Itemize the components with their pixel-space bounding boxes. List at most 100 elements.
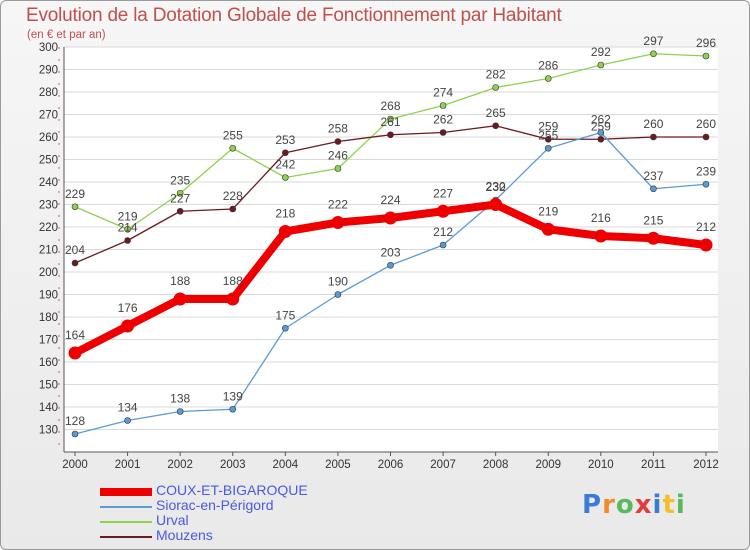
data-label: 222 bbox=[328, 198, 348, 212]
data-label: 134 bbox=[118, 401, 138, 415]
data-point bbox=[646, 231, 660, 245]
data-point bbox=[597, 61, 605, 69]
data-label: 164 bbox=[65, 328, 85, 342]
data-label: 282 bbox=[486, 68, 506, 82]
y-tick-label: 140 bbox=[39, 402, 58, 414]
data-label: 139 bbox=[223, 389, 243, 403]
data-label: 239 bbox=[696, 164, 716, 178]
data-point bbox=[489, 198, 503, 211]
data-point bbox=[176, 408, 184, 415]
data-point bbox=[331, 216, 345, 229]
data-point bbox=[544, 75, 552, 82]
data-label: 262 bbox=[591, 113, 611, 127]
data-point bbox=[334, 138, 342, 145]
data-label: 228 bbox=[223, 189, 243, 203]
data-point bbox=[124, 417, 131, 424]
y-tick-label: 180 bbox=[39, 312, 58, 324]
data-point bbox=[124, 237, 131, 244]
data-label: 297 bbox=[643, 34, 663, 48]
logo-letter: x bbox=[634, 490, 653, 520]
data-label: 235 bbox=[170, 173, 190, 187]
data-point bbox=[436, 204, 450, 218]
data-label: 188 bbox=[223, 274, 243, 288]
legend-label: Siorac-en-Périgord bbox=[156, 497, 274, 513]
data-label: 227 bbox=[433, 186, 453, 200]
data-label: 265 bbox=[486, 106, 506, 120]
data-label: 237 bbox=[643, 169, 663, 183]
data-point bbox=[71, 430, 79, 438]
logo-letter: i bbox=[652, 490, 663, 520]
data-point bbox=[492, 84, 499, 91]
data-label: 246 bbox=[328, 149, 348, 163]
data-label: 296 bbox=[696, 36, 716, 50]
logo-letter: o bbox=[615, 490, 635, 520]
data-point bbox=[439, 241, 447, 249]
logo-letter: P bbox=[582, 490, 603, 520]
data-point bbox=[439, 102, 447, 109]
legend-swatch bbox=[100, 506, 152, 508]
data-label: 259 bbox=[591, 119, 611, 133]
data-label: 224 bbox=[380, 193, 400, 207]
y-tick-label: 130 bbox=[39, 425, 58, 437]
data-point bbox=[282, 174, 289, 181]
data-point bbox=[226, 292, 240, 306]
data-label: 214 bbox=[118, 221, 138, 235]
x-tick-label: 2011 bbox=[641, 459, 666, 471]
data-label: 218 bbox=[275, 207, 295, 221]
data-point bbox=[597, 129, 605, 136]
legend-label: COUX-ET-BIGAROQUE bbox=[156, 482, 308, 498]
data-point bbox=[334, 291, 342, 298]
data-label: 138 bbox=[170, 392, 190, 406]
y-tick-label: 150 bbox=[39, 380, 58, 392]
y-tick-label: 190 bbox=[39, 290, 58, 302]
x-tick-label: 2001 bbox=[115, 459, 141, 471]
y-tick-label: 270 bbox=[39, 110, 58, 122]
data-point bbox=[176, 207, 184, 215]
data-label: 260 bbox=[696, 117, 716, 131]
x-tick-label: 2012 bbox=[693, 459, 719, 471]
data-label: 216 bbox=[591, 211, 611, 225]
data-label: 176 bbox=[118, 301, 138, 315]
legend-swatch bbox=[100, 521, 152, 523]
y-tick-label: 300 bbox=[39, 42, 58, 54]
x-tick-label: 2006 bbox=[378, 459, 404, 471]
data-point bbox=[492, 122, 499, 130]
x-tick-label: 2010 bbox=[588, 459, 614, 471]
data-label: 219 bbox=[538, 204, 558, 218]
data-label: 230 bbox=[486, 180, 506, 194]
data-label: 128 bbox=[65, 414, 85, 428]
data-point bbox=[229, 405, 237, 413]
y-tick-label: 250 bbox=[39, 155, 58, 167]
data-point bbox=[387, 131, 394, 139]
data-label: 259 bbox=[538, 119, 558, 133]
data-point bbox=[597, 135, 605, 143]
y-tick-label: 240 bbox=[39, 177, 58, 189]
data-label: 262 bbox=[433, 113, 453, 127]
legend-label: Mouzens bbox=[156, 527, 213, 543]
data-label: 268 bbox=[380, 99, 400, 113]
x-tick-label: 2005 bbox=[325, 459, 351, 471]
legend-swatch bbox=[100, 536, 152, 538]
data-label: 175 bbox=[275, 308, 295, 322]
data-point bbox=[282, 324, 289, 332]
logo-letter: t bbox=[662, 490, 676, 520]
data-label: 219 bbox=[118, 209, 138, 223]
y-tick-label: 160 bbox=[39, 357, 58, 369]
chart-title: Evolution de la Dotation Globale de Fonc… bbox=[26, 5, 562, 26]
x-tick-label: 2004 bbox=[273, 459, 299, 471]
data-label: 286 bbox=[538, 59, 558, 73]
data-point bbox=[387, 115, 394, 123]
data-label: 212 bbox=[696, 220, 716, 234]
x-tick-label: 2003 bbox=[220, 459, 246, 471]
data-label: 255 bbox=[538, 128, 558, 142]
data-label: 261 bbox=[380, 115, 400, 129]
data-point bbox=[124, 225, 131, 233]
data-label: 242 bbox=[275, 158, 295, 172]
data-point bbox=[702, 180, 710, 188]
data-point bbox=[71, 203, 79, 211]
data-point bbox=[594, 229, 608, 243]
data-point bbox=[439, 129, 447, 136]
data-label: 255 bbox=[223, 128, 243, 142]
data-point bbox=[176, 189, 184, 197]
legend-label: Urval bbox=[156, 512, 189, 528]
